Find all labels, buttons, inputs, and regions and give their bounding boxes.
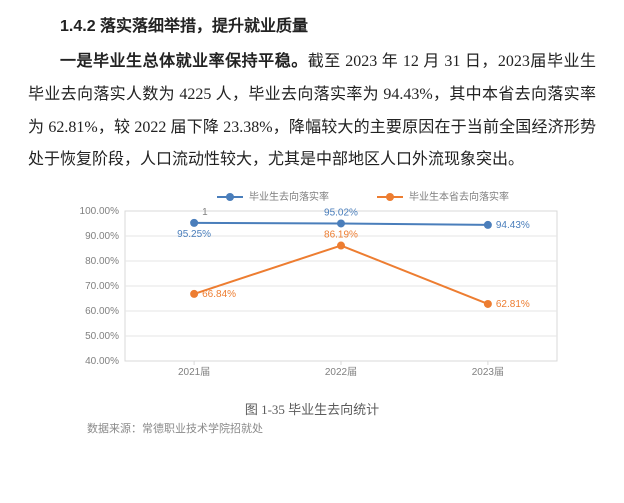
- chart-container: 40.00% 50.00% 60.00% 70.00% 80.00% 90.00% 100.…: [57, 185, 567, 436]
- para-rest: 截至 2023 年 12 月 31 日，2023届毕业生毕业去向落实人数为 42…: [28, 53, 596, 168]
- svg-text:1: 1: [202, 207, 208, 218]
- svg-text:2021届: 2021届: [178, 366, 210, 378]
- svg-text:60.00%: 60.00%: [85, 306, 119, 317]
- line-chart: 40.00% 50.00% 60.00% 70.00% 80.00% 90.00% 100.…: [57, 185, 567, 395]
- svg-text:100.00%: 100.00%: [80, 206, 120, 217]
- svg-text:95.02%: 95.02%: [324, 208, 358, 219]
- svg-text:毕业生去向落实率: 毕业生去向落实率: [249, 190, 329, 203]
- svg-text:66.84%: 66.84%: [202, 289, 236, 300]
- svg-text:50.00%: 50.00%: [85, 331, 119, 342]
- svg-text:80.00%: 80.00%: [85, 256, 119, 267]
- svg-text:毕业生本省去向落实率: 毕业生本省去向落实率: [409, 190, 509, 203]
- svg-text:70.00%: 70.00%: [85, 281, 119, 292]
- svg-text:40.00%: 40.00%: [85, 356, 119, 367]
- svg-text:2022届: 2022届: [325, 366, 357, 378]
- svg-text:86.19%: 86.19%: [324, 230, 358, 241]
- svg-text:95.25%: 95.25%: [177, 229, 211, 240]
- svg-text:90.00%: 90.00%: [85, 231, 119, 242]
- para-lead-bold: 一是毕业生总体就业率保持平稳。: [60, 53, 308, 70]
- svg-text:2023届: 2023届: [472, 366, 504, 378]
- body-paragraph: 一是毕业生总体就业率保持平稳。截至 2023 年 12 月 31 日，2023届…: [28, 46, 596, 177]
- svg-text:62.81%: 62.81%: [496, 299, 530, 310]
- svg-text:94.43%: 94.43%: [496, 220, 530, 231]
- chart-caption: 图 1-35 毕业生去向统计: [57, 399, 567, 418]
- section-heading: 1.4.2 落实落细举措，提升就业质量: [28, 12, 596, 36]
- chart-source: 数据来源：常德职业技术学院招就处: [87, 420, 567, 436]
